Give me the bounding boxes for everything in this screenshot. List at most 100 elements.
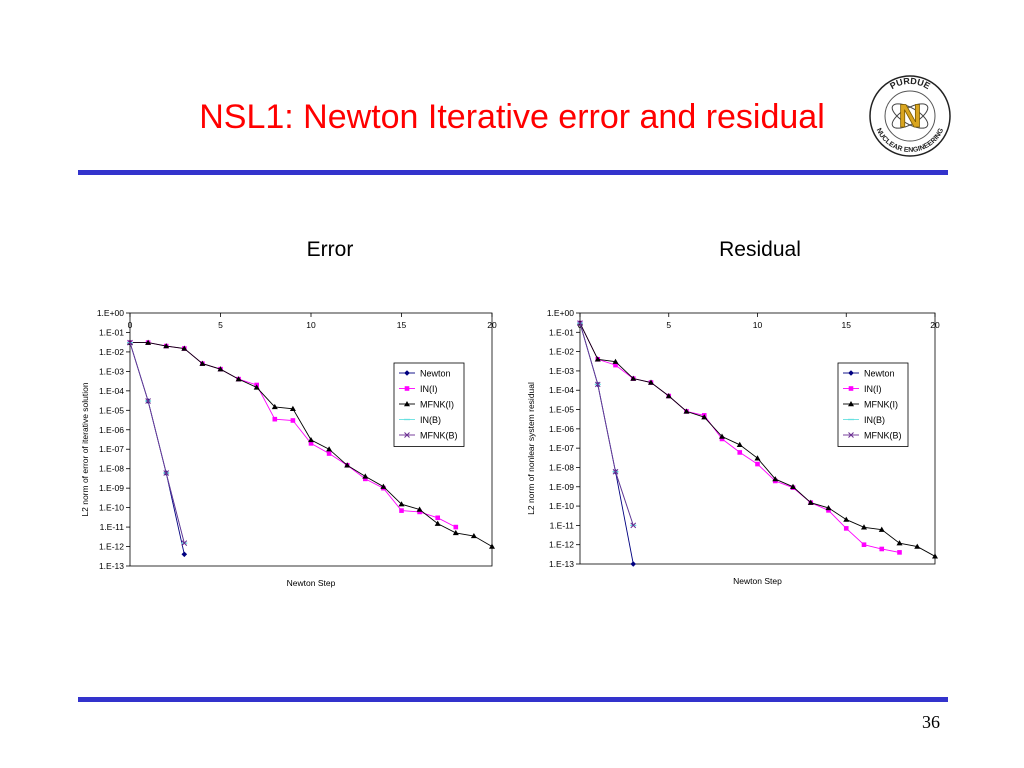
x-tick-label: 20: [487, 320, 497, 330]
data-point: [826, 508, 831, 513]
y-tick-label: 1.E-04: [99, 386, 124, 396]
data-point: [861, 524, 867, 530]
data-point: [612, 358, 619, 364]
marker-x-stroke: [404, 432, 410, 438]
marker-x-stroke: [577, 320, 583, 326]
data-point: [290, 418, 296, 423]
series-mfnk-b-: [577, 320, 637, 529]
legend-label: IN(B): [420, 415, 441, 425]
x-axis-label: Newton Step: [733, 576, 782, 586]
data-point: [163, 343, 170, 349]
series-line: [129, 342, 185, 555]
data-point: [914, 543, 921, 549]
marker-x-stroke: [848, 432, 854, 438]
data-point: [326, 446, 333, 452]
marker-x-stroke: [181, 540, 188, 546]
data-point: [843, 526, 849, 531]
series-newton: [577, 320, 637, 567]
legend-label: IN(B): [864, 415, 885, 425]
legend-item: MFNK(B): [399, 431, 458, 441]
data-point: [434, 520, 441, 526]
marker-x-stroke: [594, 381, 601, 388]
y-tick-label: 1.E-06: [549, 424, 574, 434]
legend-marker: [848, 401, 854, 407]
y-tick-label: 1.E+00: [547, 308, 574, 318]
series-line: [129, 342, 185, 544]
legend-item: IN(I): [843, 384, 882, 394]
legend-label: Newton: [864, 369, 895, 379]
data-point: [399, 508, 404, 513]
data-point: [683, 408, 690, 414]
y-tick-label: 1.E-07: [99, 444, 124, 454]
data-point: [417, 509, 422, 515]
y-tick-label: 1.E-07: [549, 443, 574, 453]
legend-marker: [848, 386, 854, 391]
y-tick-label: 1.E-08: [549, 462, 574, 472]
data-point: [896, 540, 903, 546]
data-point: [145, 339, 152, 345]
legend-marker: [404, 370, 410, 376]
x-tick-label: 15: [842, 320, 852, 330]
marker-x-stroke: [612, 468, 619, 475]
y-tick-label: 1.E-02: [549, 347, 574, 357]
data-point: [272, 416, 278, 422]
y-tick-label: 1.E-12: [99, 542, 124, 552]
data-point: [145, 398, 151, 404]
y-tick-label: 1.E-02: [99, 347, 124, 357]
y-tick-label: 1.E+00: [97, 308, 124, 318]
legend-item: IN(B): [843, 415, 885, 425]
marker-x-stroke: [630, 522, 637, 529]
data-point: [308, 441, 314, 446]
legend: Newton IN(I) MFNK(I) IN(B) MFNK(B): [837, 362, 909, 447]
legend-label: MFNK(I): [420, 400, 454, 410]
data-point: [308, 436, 314, 443]
data-point: [630, 375, 637, 381]
data-point: [398, 501, 405, 507]
error-chart: 1.E+00 1.E-01 1.E-02 1.E-03 1.E-04 1.E-05 1.E-…: [80, 308, 497, 588]
data-point: [613, 362, 618, 368]
legend-marker: [404, 401, 410, 407]
data-point: [665, 393, 672, 399]
y-tick-label: 1.E-09: [99, 483, 124, 493]
legend-label: IN(I): [420, 384, 438, 394]
y-tick-label: 1.E-01: [549, 327, 574, 337]
data-point: [235, 376, 242, 382]
svg-text:N: N: [898, 98, 921, 134]
data-point: [127, 339, 133, 346]
data-point: [181, 345, 188, 351]
legend-marker: [404, 386, 410, 391]
data-point: [897, 550, 902, 555]
data-point: [737, 450, 743, 455]
chart-title-error: Error: [306, 238, 354, 261]
data-point: [489, 543, 495, 549]
data-point: [878, 526, 885, 532]
y-tick-label: 1.E-05: [99, 405, 124, 415]
y-tick-label: 1.E-03: [99, 366, 124, 376]
data-point: [577, 320, 583, 326]
y-tick-label: 1.E-06: [99, 425, 124, 435]
data-point: [701, 414, 708, 420]
y-tick-label: 1.E-04: [549, 385, 574, 395]
data-point: [790, 483, 796, 489]
y-axis-label: L2 norm of nonlear system residual: [526, 382, 536, 515]
data-point: [861, 542, 867, 547]
x-tick-label: 5: [666, 320, 671, 330]
series-line: [579, 322, 634, 526]
y-axis-label: L2 norm of error of iterative solution: [80, 382, 90, 516]
data-point: [879, 546, 885, 552]
y-tick-label: 1.E-11: [550, 520, 575, 530]
y-tick-label: 1.E-01: [99, 327, 124, 337]
footer-rule: [78, 697, 948, 702]
data-point: [380, 483, 387, 489]
legend-item: MFNK(I): [399, 400, 454, 410]
series-line: [579, 322, 634, 526]
x-tick-label: 5: [218, 320, 223, 330]
legend-label: MFNK(B): [420, 431, 458, 441]
data-point: [199, 360, 206, 366]
data-point: [772, 476, 779, 482]
data-point: [719, 436, 725, 442]
data-point: [253, 384, 260, 390]
y-tick-label: 1.E-13: [99, 561, 124, 571]
y-tick-label: 1.E-03: [549, 366, 574, 376]
page-number: 36: [922, 712, 940, 732]
